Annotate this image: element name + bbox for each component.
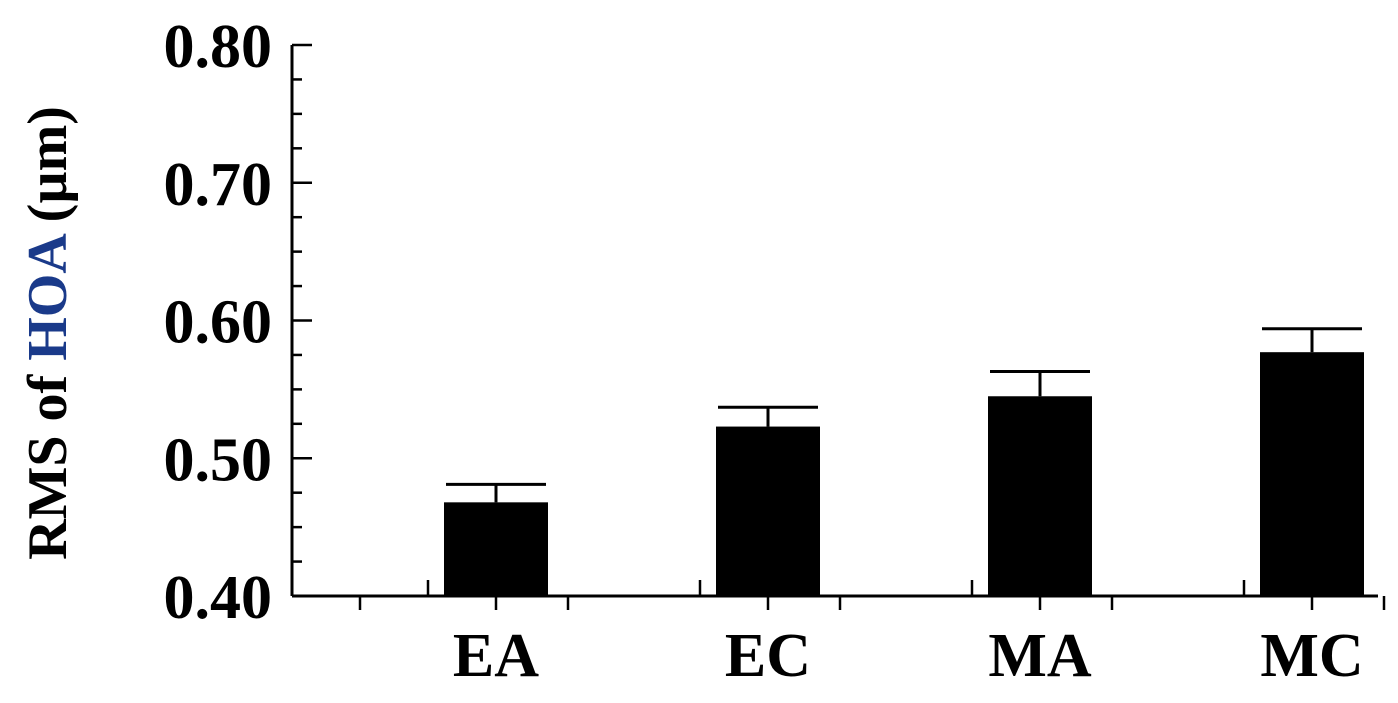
y-tick-label: 0.80 xyxy=(164,13,273,81)
y-axis-label-highlight: HOA xyxy=(17,233,79,361)
bars xyxy=(444,327,1364,596)
x-tick-label-mc: MC xyxy=(1260,622,1363,690)
y-tick-label: 0.70 xyxy=(164,151,273,219)
y-axis-label-prefix: RMS of xyxy=(17,361,79,560)
bar-mc xyxy=(1260,352,1364,596)
x-tick-labels: EA EC MA MC xyxy=(453,622,1364,690)
x-tick-label-ea: EA xyxy=(453,622,539,690)
y-tick-label: 0.60 xyxy=(164,289,273,357)
y-tick-label: 0.40 xyxy=(164,564,273,632)
bar-ea xyxy=(444,502,548,596)
y-tick-labels: 0.40 0.50 0.60 0.70 0.80 xyxy=(164,13,273,632)
x-tick-label-ec: EC xyxy=(725,622,811,690)
y-tick-label: 0.50 xyxy=(164,426,273,494)
y-axis-label: RMS of HOA (µm) xyxy=(17,106,79,560)
bar-ma xyxy=(988,396,1092,596)
y-axis-label-text: RMS of HOA (µm) xyxy=(17,106,79,560)
x-tick-label-ma: MA xyxy=(988,622,1092,690)
bar-ec xyxy=(716,426,820,596)
y-axis-label-suffix: (µm) xyxy=(17,106,79,236)
